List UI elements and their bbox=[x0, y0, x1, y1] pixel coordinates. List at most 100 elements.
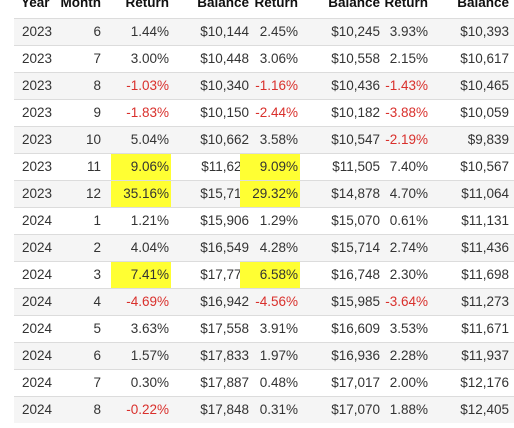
cell-return-1: 3.63% bbox=[130, 321, 169, 336]
table-row: 2024 5 3.63% $17,558 3.91% $16,609 3.53% $11,67… bbox=[14, 315, 514, 342]
cell-balance-3: $11,131 bbox=[461, 213, 509, 228]
cell-balance-3: $12,176 bbox=[460, 375, 509, 390]
cell-balance-1: $17,848 bbox=[200, 402, 249, 417]
cell-balance-3: $10,617 bbox=[460, 51, 509, 66]
header-balance-2: Balance bbox=[328, 0, 380, 10]
cell-balance-2: $16,609 bbox=[331, 321, 380, 336]
cell-return-1: 35.16% bbox=[123, 186, 169, 201]
cell-return-1: 9.06% bbox=[130, 159, 169, 174]
cell-balance-1: $10,340 bbox=[200, 78, 249, 93]
cell-return-2: 6.58% bbox=[259, 267, 298, 282]
cell-balance-1: $10,150 bbox=[200, 105, 249, 120]
cell-return-3: 2.74% bbox=[389, 240, 428, 255]
cell-return-3: 2.28% bbox=[389, 348, 428, 363]
cell-balance-2: $15,070 bbox=[331, 213, 380, 228]
cell-return-1: 7.41% bbox=[130, 267, 169, 282]
table-row: 2024 8 -0.22% $17,848 0.31% $17,070 1.88% $12,4… bbox=[14, 396, 514, 423]
cell-return-1: -0.22% bbox=[126, 402, 169, 417]
header-return-2: Return bbox=[254, 0, 299, 10]
cell-return-3: 0.61% bbox=[389, 213, 428, 228]
cell-month: 2 bbox=[93, 240, 101, 255]
cell-balance-1: $17,558 bbox=[200, 321, 249, 336]
cell-balance-2: $15,985 bbox=[331, 294, 380, 309]
header-year: Year bbox=[21, 0, 50, 10]
cell-balance-3: $11,671 bbox=[461, 321, 509, 336]
cell-return-1: 1.57% bbox=[130, 348, 169, 363]
cell-balance-1: $10,662 bbox=[200, 132, 249, 147]
cell-year: 2024 bbox=[21, 375, 52, 390]
cell-balance-3: $11,064 bbox=[461, 186, 509, 201]
table-row: 2024 7 0.30% $17,887 0.48% $17,017 2.00% $12,17… bbox=[14, 369, 514, 396]
cell-return-3: -1.43% bbox=[385, 78, 428, 93]
cell-return-3: 7.40% bbox=[389, 159, 428, 174]
cell-year: 2024 bbox=[21, 321, 52, 336]
cell-balance-3: $10,567 bbox=[460, 159, 509, 174]
cell-balance-2: $11,505 bbox=[332, 159, 380, 174]
cell-return-2: -1.16% bbox=[255, 78, 298, 93]
cell-return-2: -4.56% bbox=[255, 294, 298, 309]
table-header: Year Month Return Balance Return Balance Retur… bbox=[14, 0, 514, 12]
cell-year: 2023 bbox=[21, 159, 52, 174]
cell-month: 10 bbox=[85, 132, 101, 147]
cell-balance-2: $10,547 bbox=[331, 132, 380, 147]
cell-balance-1: $17,887 bbox=[200, 375, 249, 390]
cell-year: 2024 bbox=[21, 402, 52, 417]
cell-return-2: 3.58% bbox=[259, 132, 298, 147]
cell-balance-3: $10,059 bbox=[460, 105, 509, 120]
cell-balance-1: $15,906 bbox=[200, 213, 249, 228]
table-row: 2023 8 -1.03% $10,340 -1.16% $10,436 -1.43% $10… bbox=[14, 72, 514, 99]
cell-return-1: 4.04% bbox=[130, 240, 169, 255]
header-return-1: Return bbox=[125, 0, 170, 10]
table-row: 2024 6 1.57% $17,833 1.97% $16,936 2.28% $11,93… bbox=[14, 342, 514, 369]
cell-month: 1 bbox=[93, 213, 101, 228]
cell-return-1: 3.00% bbox=[130, 51, 169, 66]
cell-balance-3: $11,937 bbox=[461, 348, 509, 363]
header-return-3: Return bbox=[384, 0, 429, 10]
cell-return-1: -4.69% bbox=[126, 294, 169, 309]
table-row: 2023 10 5.04% $10,662 3.58% $10,547 -2.19% $9,8… bbox=[14, 126, 514, 153]
cell-return-3: 1.88% bbox=[389, 402, 428, 417]
table-row: 2023 6 1.44% $10,144 2.45% $10,245 3.93% $10,39… bbox=[14, 18, 514, 45]
cell-year: 2023 bbox=[21, 24, 52, 39]
cell-return-1: -1.83% bbox=[126, 105, 169, 120]
cell-month: 12 bbox=[85, 186, 101, 201]
cell-return-3: 4.70% bbox=[389, 186, 428, 201]
cell-return-2: 3.06% bbox=[259, 51, 298, 66]
cell-balance-3: $11,698 bbox=[461, 267, 509, 282]
cell-year: 2024 bbox=[21, 267, 52, 282]
cell-balance-3: $11,273 bbox=[461, 294, 509, 309]
cell-return-2: 4.28% bbox=[259, 240, 298, 255]
cell-balance-3: $9,839 bbox=[467, 132, 509, 147]
table-row: 2023 9 -1.83% $10,150 -2.44% $10,182 -3.88% $10… bbox=[14, 99, 514, 126]
cell-year: 2024 bbox=[21, 240, 52, 255]
cell-return-2: 1.97% bbox=[259, 348, 298, 363]
table-row: 2024 4 -4.69% $16,942 -4.56% $15,985 -3.64% $11… bbox=[14, 288, 514, 315]
table-row: 2024 1 1.21% $15,906 1.29% $15,070 0.61% $11,13… bbox=[14, 207, 514, 234]
cell-year: 2023 bbox=[21, 51, 52, 66]
cell-balance-2: $17,070 bbox=[331, 402, 380, 417]
highlight-marker bbox=[240, 181, 300, 207]
cell-balance-2: $16,748 bbox=[331, 267, 380, 282]
cell-balance-2: $14,878 bbox=[331, 186, 380, 201]
cell-balance-1: $16,942 bbox=[200, 294, 249, 309]
cell-balance-3: $10,465 bbox=[460, 78, 509, 93]
cell-return-3: 3.93% bbox=[389, 24, 428, 39]
cell-return-1: 1.44% bbox=[130, 24, 169, 39]
cell-return-3: 2.30% bbox=[389, 267, 428, 282]
highlight-marker bbox=[240, 154, 300, 180]
cell-balance-2: $10,182 bbox=[331, 105, 380, 120]
cell-return-1: 0.30% bbox=[130, 375, 169, 390]
table-row: 2023 11 9.06% $11,628 9.09% $11,505 7.40% $10,5… bbox=[14, 153, 514, 180]
header-balance-3: Balance bbox=[457, 0, 509, 10]
cell-year: 2024 bbox=[21, 348, 52, 363]
cell-month: 9 bbox=[93, 105, 101, 120]
cell-return-2: 2.45% bbox=[259, 24, 298, 39]
cell-balance-2: $15,714 bbox=[331, 240, 380, 255]
header-month: Month bbox=[60, 0, 101, 10]
cell-balance-1: $10,144 bbox=[200, 24, 249, 39]
cell-balance-2: $17,017 bbox=[331, 375, 380, 390]
header-balance-1: Balance bbox=[197, 0, 249, 10]
cell-month: 8 bbox=[93, 78, 101, 93]
cell-return-2: 29.32% bbox=[252, 186, 298, 201]
cell-return-2: 0.31% bbox=[259, 402, 298, 417]
